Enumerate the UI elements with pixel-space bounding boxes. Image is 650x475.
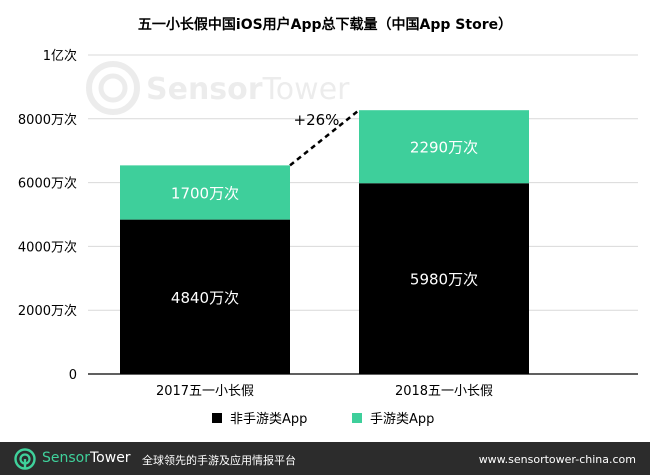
- legend-swatch: [352, 413, 362, 423]
- growth-connector-line: [289, 109, 360, 167]
- bar-data-label: 1700万次: [171, 184, 239, 202]
- y-axis-ticks: 0 2000万次 4000万次 6000万次 8000万次 1亿次: [18, 48, 77, 383]
- sensortower-watermark: SensorTower: [86, 61, 350, 115]
- bar-segment: [359, 183, 529, 374]
- sensortower-watermark-icon-inner: [98, 73, 128, 103]
- bar-data-label: 2290万次: [410, 139, 478, 157]
- chart-title: 五一小长假中国iOS用户App总下载量（中国App Store）: [138, 16, 512, 33]
- x-axis-ticks: 2017五一小长假 2018五一小长假: [156, 384, 493, 399]
- y-tick-label: 4000万次: [18, 239, 77, 255]
- y-tick-label: 2000万次: [18, 303, 77, 319]
- legend-label: 手游类App: [370, 412, 434, 427]
- y-tick-label: 6000万次: [18, 176, 77, 192]
- watermark-brand-prefix: Sensor: [146, 72, 263, 107]
- footer-brand-suffix: Tower: [90, 450, 131, 466]
- footer-tagline: 全球领先的手游及应用情报平台: [142, 454, 296, 467]
- x-tick-label: 2018五一小长假: [395, 384, 493, 399]
- bar-segment: [120, 165, 290, 220]
- bars: [120, 110, 529, 374]
- sensortower-watermark-text: SensorTower: [146, 72, 350, 107]
- bar-segment: [359, 110, 529, 184]
- watermark-brand-suffix: Tower: [262, 72, 351, 107]
- sensortower-logo-icon: [14, 448, 36, 470]
- footer-url[interactable]: www.sensortower-china.com: [478, 453, 636, 466]
- growth-annotation-label: +26%: [294, 111, 340, 129]
- legend: 非手游类App 手游类App: [212, 412, 434, 427]
- bar-segment: [120, 219, 290, 374]
- data-labels: 4840万次 1700万次 5980万次 2290万次: [171, 139, 478, 307]
- x-tick-label: 2017五一小长假: [156, 384, 254, 399]
- y-tick-label: 0: [69, 368, 77, 383]
- legend-label: 非手游类App: [230, 412, 307, 427]
- footer-bar: SensorTower 全球领先的手游及应用情报平台 www.sensortow…: [0, 442, 650, 475]
- y-tick-label: 8000万次: [18, 112, 77, 128]
- footer-brand-prefix: Sensor: [42, 450, 90, 466]
- y-tick-label: 1亿次: [43, 48, 77, 64]
- bar-data-label: 5980万次: [410, 271, 478, 289]
- legend-swatch: [212, 413, 222, 423]
- sensortower-watermark-icon: [86, 61, 140, 115]
- bar-data-label: 4840万次: [171, 289, 239, 307]
- growth-annotation: +26%: [289, 109, 360, 167]
- chart: SensorTower 0 2000万次 4000万次 6000万次 8000万次 1亿次…: [18, 16, 638, 427]
- footer-brand: SensorTower: [42, 450, 131, 466]
